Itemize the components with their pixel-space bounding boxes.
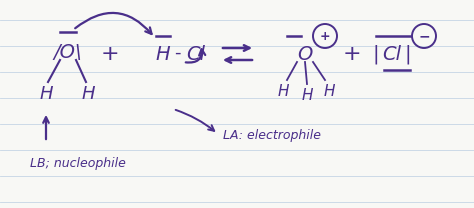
- Text: H: H: [39, 85, 53, 103]
- Text: -: -: [174, 44, 180, 62]
- Text: /O\: /O\: [54, 42, 82, 62]
- FancyArrowPatch shape: [75, 13, 152, 34]
- Text: H: H: [277, 84, 289, 99]
- Text: Cl: Cl: [186, 45, 206, 63]
- Text: H: H: [323, 84, 335, 99]
- Text: |: |: [373, 44, 379, 64]
- Text: H: H: [301, 88, 313, 104]
- Text: −: −: [418, 29, 430, 43]
- Text: H: H: [81, 85, 95, 103]
- Text: LB; nucleophile: LB; nucleophile: [30, 157, 126, 171]
- Text: +: +: [343, 44, 361, 64]
- Text: LA: electrophile: LA: electrophile: [223, 130, 321, 142]
- Text: H: H: [155, 45, 170, 63]
- Text: +: +: [100, 44, 119, 64]
- Text: O: O: [297, 45, 313, 63]
- FancyArrowPatch shape: [186, 49, 205, 63]
- Text: |: |: [405, 44, 411, 64]
- FancyArrowPatch shape: [176, 110, 214, 131]
- Text: +: +: [319, 30, 330, 42]
- Text: Cl: Cl: [383, 45, 401, 63]
